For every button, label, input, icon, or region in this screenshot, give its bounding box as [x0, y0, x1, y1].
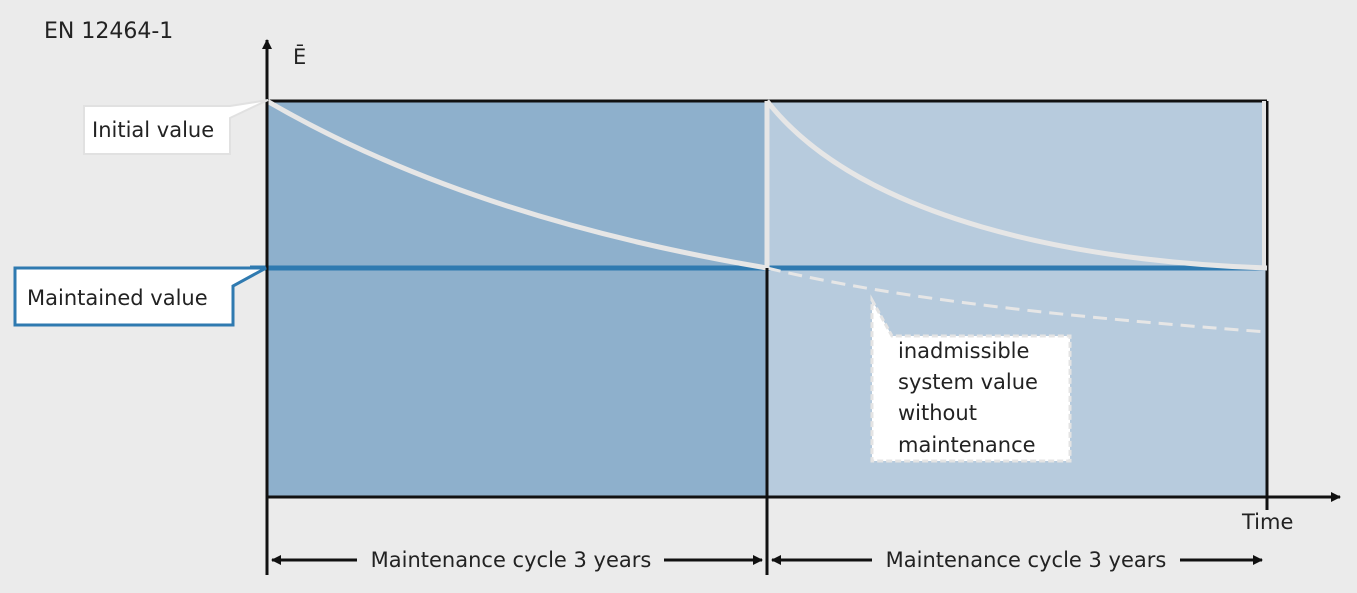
standard-label: EN 12464-1 — [44, 19, 173, 44]
cycle-2-label: Maintenance cycle 3 years — [886, 548, 1167, 572]
decay-curve-cycle-2 — [765, 99, 1268, 271]
initial-value-label: Initial value — [92, 118, 214, 142]
inadmissible-label-line-4: maintenance — [898, 433, 1036, 457]
maintained-value-callout — [13, 266, 267, 327]
inadmissible-label-line-1: inadmissible — [898, 339, 1029, 363]
decay-curve-cycle-1 — [265, 98, 768, 271]
inadmissible-callout — [870, 294, 1072, 463]
maintained-value-label: Maintained value — [27, 286, 208, 310]
y-axis-label: Ē — [293, 44, 306, 69]
cycle-1-region — [267, 101, 767, 497]
initial-value-callout — [83, 99, 269, 155]
inadmissible-label-line-2: system value — [898, 370, 1038, 394]
cycle-1-label: Maintenance cycle 3 years — [371, 548, 652, 572]
x-axis-label: Time — [1241, 510, 1293, 534]
inadmissible-curve — [766, 266, 1268, 334]
inadmissible-label-line-3: without — [898, 401, 977, 425]
